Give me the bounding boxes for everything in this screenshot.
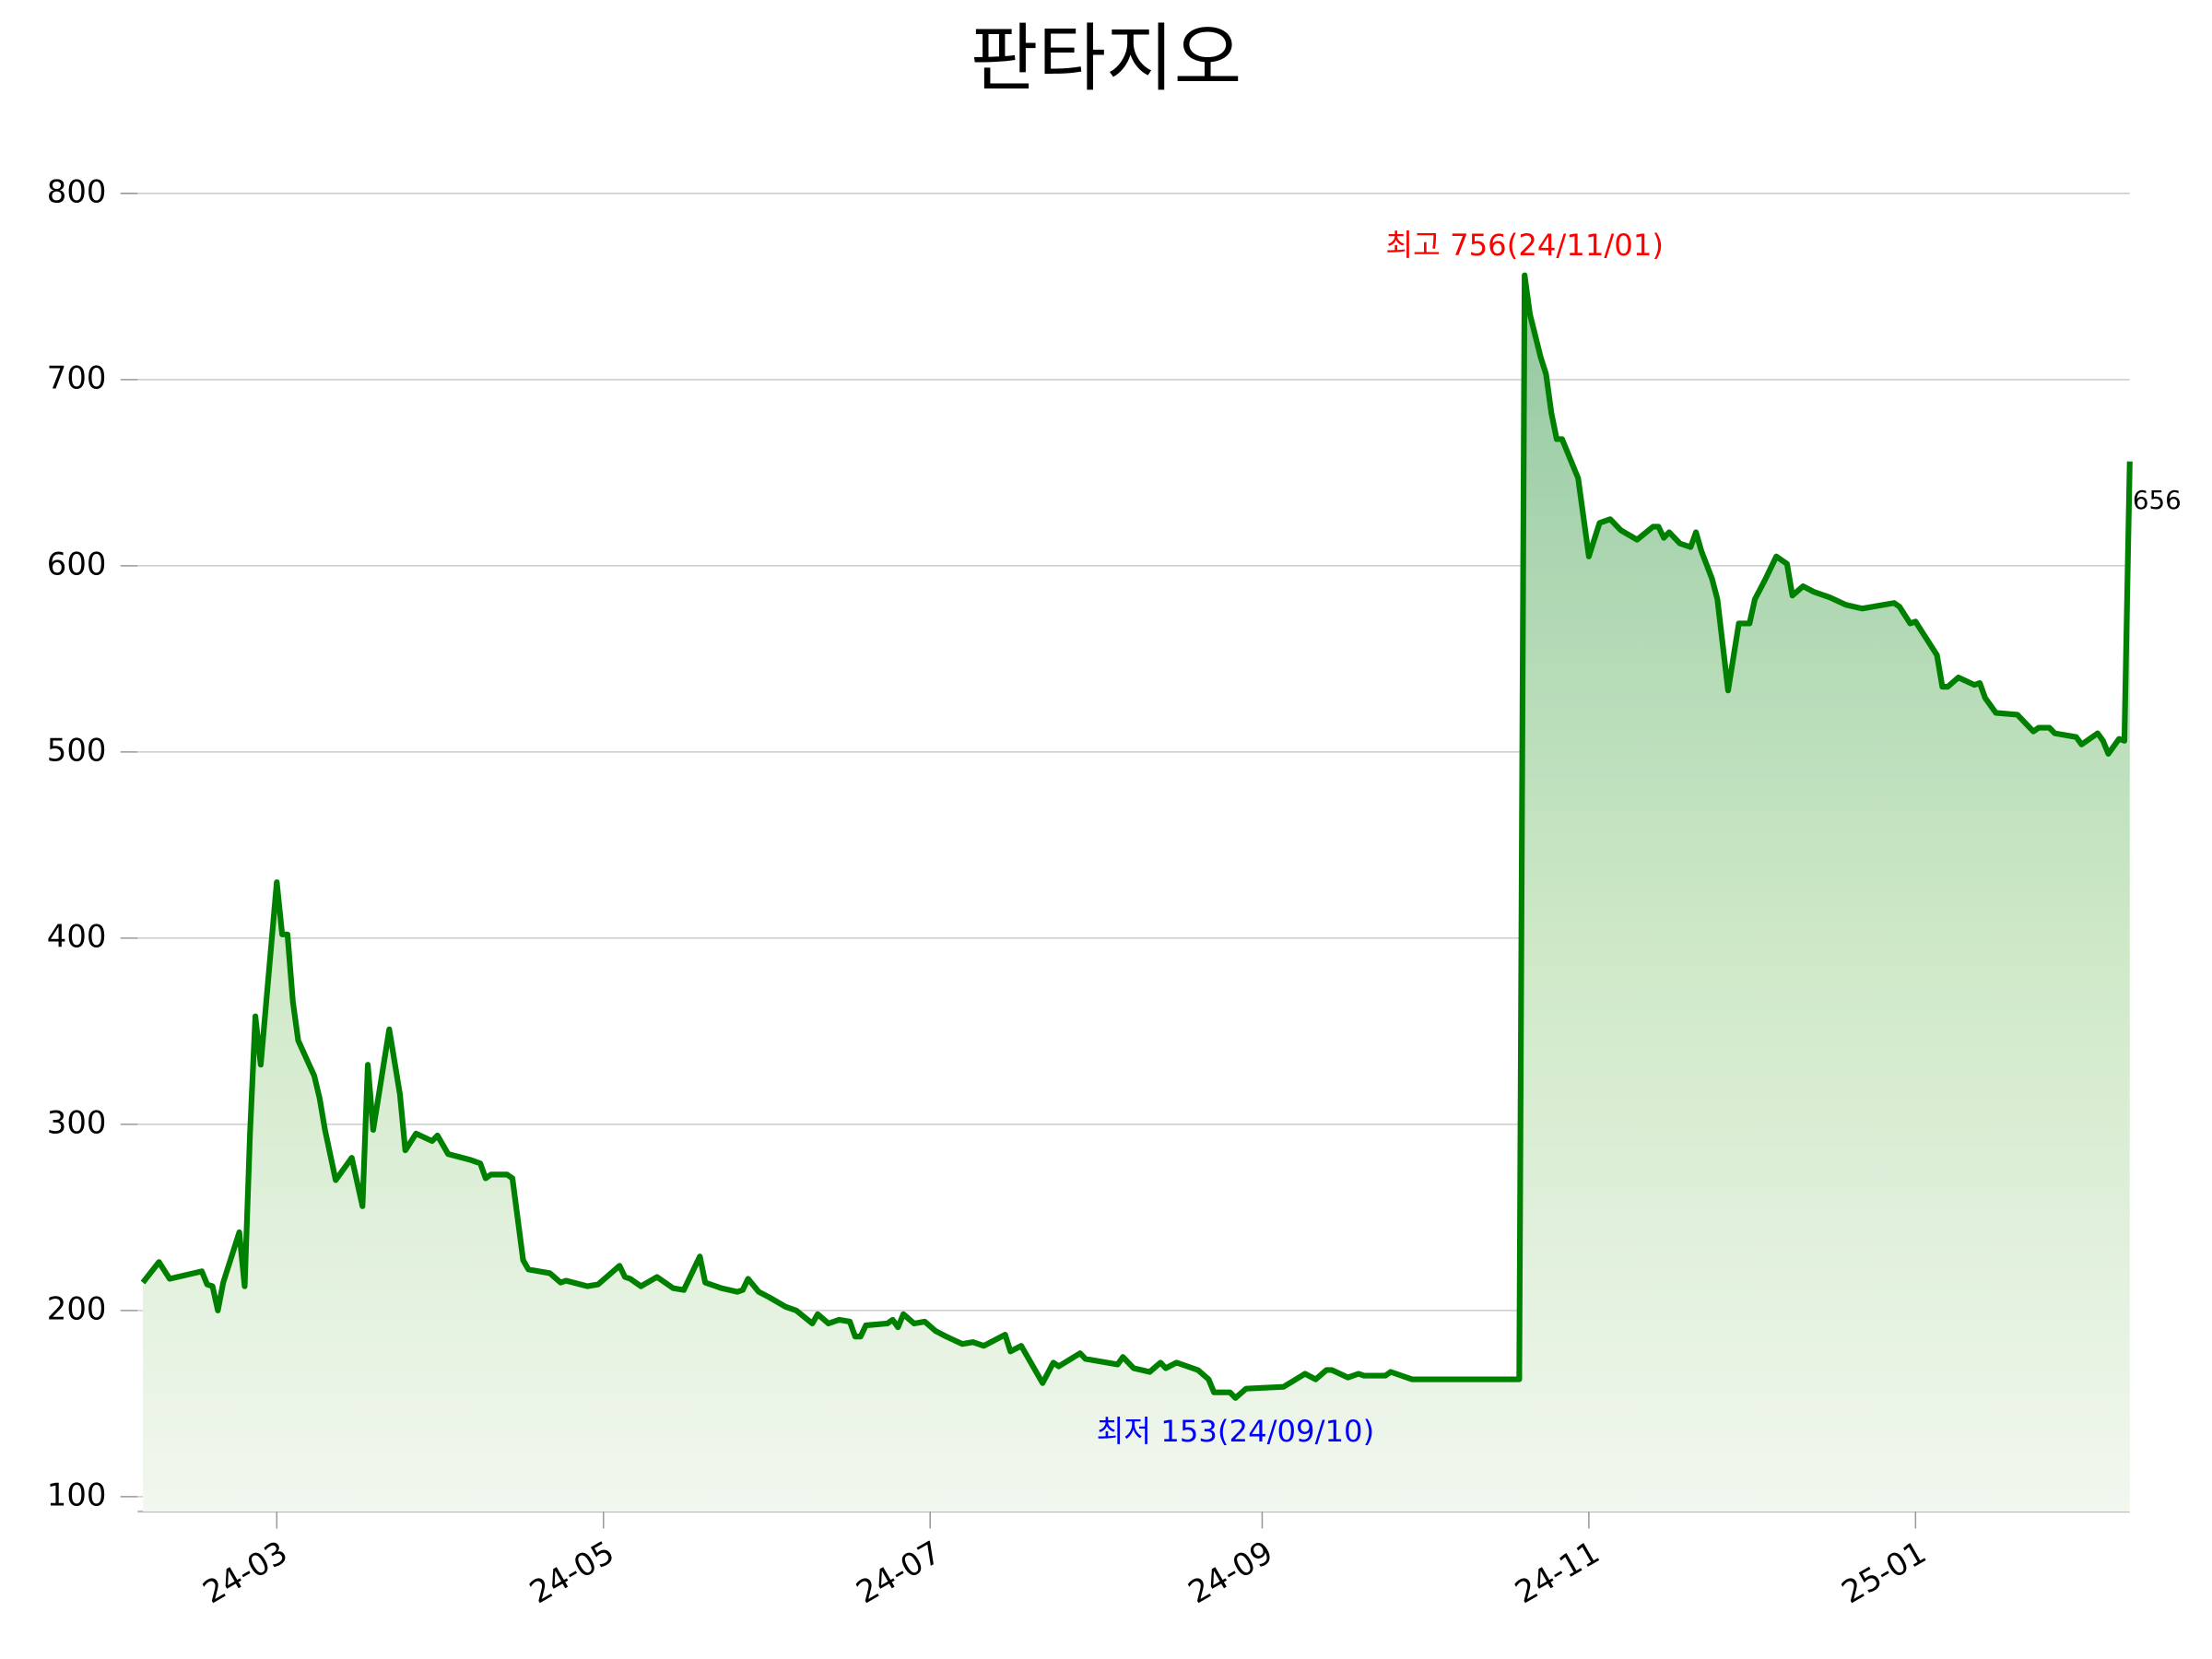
annotation: 최고 756(24/11/01) xyxy=(1385,228,1664,263)
chart-title: 판타지오 xyxy=(971,16,1241,101)
x-tick-label: 24-09 xyxy=(1182,1534,1279,1610)
x-tick-label: 24-05 xyxy=(524,1534,620,1610)
y-tick-label: 600 xyxy=(47,546,107,582)
annotation: 656 xyxy=(2133,485,2182,515)
annotation: 최저 153(24/09/10) xyxy=(1097,1414,1375,1449)
x-tick-label: 24-07 xyxy=(851,1534,947,1610)
y-tick-label: 500 xyxy=(47,732,107,768)
y-tick-label: 300 xyxy=(47,1104,107,1140)
x-tick-label: 24-03 xyxy=(197,1534,294,1610)
x-tick-label: 24-11 xyxy=(1509,1534,1606,1610)
y-tick-label: 800 xyxy=(47,173,107,209)
line xyxy=(140,272,2133,1401)
y-tick-label: 200 xyxy=(47,1290,107,1326)
x-tick-label: 25-01 xyxy=(1836,1534,1933,1610)
y-tick-label: 700 xyxy=(47,359,107,395)
y-tick-label: 400 xyxy=(47,918,107,954)
y-tick-label: 100 xyxy=(47,1477,107,1512)
area xyxy=(143,275,2130,1512)
